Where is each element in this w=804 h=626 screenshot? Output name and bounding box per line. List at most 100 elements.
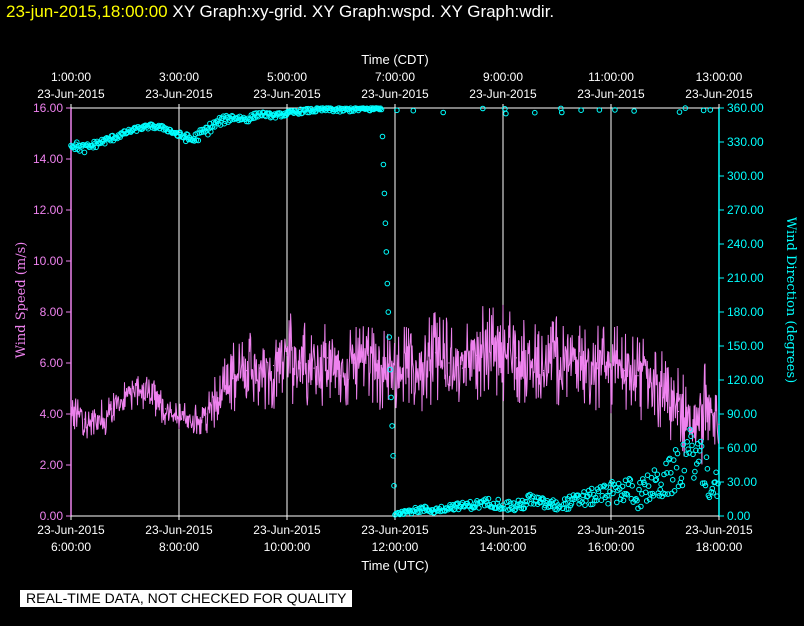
left-tick-label: 8.00: [40, 305, 64, 319]
wind-direction-point: [642, 489, 649, 496]
wind-direction-point: [679, 482, 686, 489]
wind-direction-point: [195, 137, 202, 144]
wind-speed-point: [326, 357, 329, 359]
wind-direction-point: [382, 220, 389, 226]
wind-direction-point: [662, 491, 668, 497]
right-tick-label: 330.00: [727, 135, 764, 149]
wind-direction-point: [688, 433, 694, 440]
wind-direction-point: [712, 479, 718, 485]
top-tick-date: 23-Jun-2015: [37, 87, 105, 101]
wind-direction-point: [474, 498, 480, 504]
wind-speed-point: [596, 367, 599, 369]
right-axis-title: Wind Direction (degrees): [783, 217, 798, 383]
wind-direction-point: [640, 476, 646, 482]
bottom-tick-time: 12:00:00: [372, 540, 419, 554]
wind-speed-point: [164, 408, 167, 410]
wind-speed-point: [677, 410, 680, 413]
wind-direction-point: [638, 503, 644, 510]
left-tick-label: 10.00: [33, 254, 63, 268]
wind-direction-point: [127, 128, 133, 134]
wind-speed-point: [83, 418, 86, 420]
wind-speed-point: [245, 370, 248, 372]
wind-direction-point: [102, 140, 108, 147]
wind-direction-point: [670, 457, 677, 463]
wind-direction-point: [390, 453, 396, 459]
left-tick-label: 12.00: [33, 203, 63, 217]
wind-direction-point: [683, 451, 690, 458]
wind-speed-point: [313, 367, 315, 369]
wind-direction-point: [183, 138, 189, 145]
wind-direction-point: [617, 496, 624, 502]
wind-speed-point: [448, 362, 450, 364]
right-tick-label: 90.00: [727, 407, 757, 421]
wind-speed-point: [178, 418, 180, 420]
wind-direction-point: [678, 475, 685, 482]
axes-layer: [66, 104, 724, 520]
wind-direction-point: [578, 107, 584, 113]
wind-direction-point: [522, 498, 529, 505]
right-tick-label: 360.00: [727, 101, 764, 115]
wind-direction-point: [621, 491, 628, 497]
wind-direction-point: [614, 499, 620, 506]
top-tick-date: 23-Jun-2015: [577, 87, 645, 101]
top-axis-title: Time (CDT): [361, 52, 428, 67]
wind-direction-point: [205, 131, 211, 138]
wind-direction-point: [703, 454, 710, 461]
wind-direction-point: [495, 496, 502, 503]
wind-direction-point: [485, 495, 492, 502]
wind-direction-point: [389, 423, 395, 429]
wind-direction-point: [619, 483, 626, 490]
wind-speed-point: [475, 354, 477, 356]
wind-direction-point: [654, 471, 661, 478]
wind-speed-point: [353, 362, 356, 364]
wind-direction-point: [209, 124, 215, 131]
wind-direction-point: [511, 507, 518, 514]
wind-speed-point: [664, 393, 666, 395]
wind-direction-point: [689, 442, 695, 449]
wind-speed-point: [367, 354, 369, 356]
wind-speed-point: [488, 349, 491, 351]
wind-speed-point: [380, 364, 383, 367]
top-tick-date: 23-Jun-2015: [469, 87, 537, 101]
top-tick-date: 23-Jun-2015: [253, 87, 321, 101]
bottom-tick-date: 23-Jun-2015: [253, 523, 321, 537]
wind-direction-point: [610, 490, 616, 497]
left-axis-title: Wind Speed (m/s): [14, 242, 29, 359]
wind-direction-point: [557, 503, 563, 510]
right-tick-label: 240.00: [727, 237, 764, 251]
wind-direction-point: [375, 105, 382, 112]
bottom-tick-time: 18:00:00: [696, 540, 743, 554]
wind-direction-point: [576, 501, 583, 507]
wind-direction-point: [701, 480, 708, 486]
wind-direction-point: [637, 479, 643, 486]
wind-direction-point: [698, 443, 705, 450]
wind-speed-point: [232, 377, 234, 379]
right-tick-label: 270.00: [727, 203, 764, 217]
wind-direction-point: [700, 107, 707, 114]
right-tick-label: 60.00: [727, 441, 757, 455]
wind-direction-point: [665, 491, 671, 497]
wind-speed-point: [124, 395, 126, 397]
wind-direction-point: [595, 488, 602, 495]
wind-direction-point: [702, 482, 709, 489]
wind-direction-point: [562, 501, 569, 507]
wind-direction-point: [696, 448, 703, 454]
wind-direction-point: [673, 464, 680, 471]
header-graph-wdir: XY Graph:wdir.: [440, 2, 555, 21]
wind-speed-point: [151, 393, 153, 395]
wind-direction-point: [713, 469, 719, 476]
wind-direction-point: [612, 107, 618, 113]
wind-speed-point: [218, 398, 221, 400]
wind-speed-point: [299, 362, 302, 364]
top-tick-time: 13:00:00: [696, 70, 743, 84]
wind-direction-point: [646, 496, 653, 503]
wind-direction-point: [528, 500, 534, 507]
axis-labels: 0.00 2.00 4.00 6.00 8.00 10.00 12.00 14.00 16.00…: [14, 52, 798, 573]
wind-direction-point: [658, 481, 664, 488]
wind-direction-point: [556, 505, 562, 511]
top-tick-time: 3:00:00: [159, 70, 199, 84]
wind-direction-point: [671, 488, 678, 494]
wind-direction-point: [623, 491, 630, 497]
wind-speed-point: [569, 362, 572, 364]
